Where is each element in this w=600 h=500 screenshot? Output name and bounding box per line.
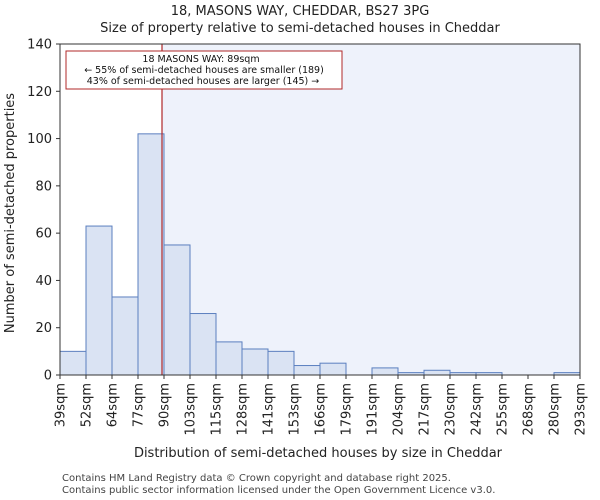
footer-line-1: Contains HM Land Registry data © Crown c… xyxy=(62,473,451,484)
x-tick-label: 191sqm xyxy=(366,383,381,436)
bar-153sqm xyxy=(293,365,321,376)
bar-141sqm xyxy=(267,350,295,376)
x-tick-label: 268sqm xyxy=(522,383,537,436)
y-tick-label: 20 xyxy=(35,321,52,336)
y-axis-label: Number of semi-detached properties xyxy=(3,93,18,333)
x-axis-label: Distribution of semi-detached houses by … xyxy=(134,446,503,461)
annotation-box xyxy=(65,50,343,90)
bar-103sqm xyxy=(189,313,217,376)
x-tick-label: 52sqm xyxy=(80,383,95,427)
bar-series xyxy=(59,133,581,376)
footer-line-2: Contains public sector information licen… xyxy=(62,485,496,496)
x-tick-label: 64sqm xyxy=(106,383,121,427)
x-tick-label: 230sqm xyxy=(444,383,459,436)
x-tick-label: 293sqm xyxy=(574,383,589,436)
marker-annotation: 18 MASONS WAY: 89sqm ← 55% of semi-detac… xyxy=(65,50,343,90)
x-tick-label: 242sqm xyxy=(470,383,485,436)
bar-77sqm xyxy=(137,133,165,376)
annotation-larger: 43% of semi-detached houses are larger (… xyxy=(87,76,320,87)
chart-subtitle: Size of property relative to semi-detach… xyxy=(100,21,500,36)
y-tick-label: 140 xyxy=(27,38,52,53)
x-tick-label: 153sqm xyxy=(288,383,303,436)
y-tick-label: 0 xyxy=(44,369,52,384)
x-tick-label: 179sqm xyxy=(340,383,355,436)
bar-64sqm xyxy=(111,296,139,376)
x-tick-label: 217sqm xyxy=(418,383,433,436)
x-tick-label: 115sqm xyxy=(210,383,225,436)
bar-128sqm xyxy=(241,348,269,376)
bar-39sqm xyxy=(59,350,87,376)
y-tick-label: 120 xyxy=(27,85,52,100)
bar-115sqm xyxy=(215,341,243,376)
x-tick-label: 103sqm xyxy=(184,383,199,436)
x-tick-label: 128sqm xyxy=(236,383,251,436)
bar-166sqm xyxy=(319,362,347,376)
x-axis: 39sqm 52sqm 64sqm 77sqm 90sqm 103sqm 115sqm 128… xyxy=(54,375,589,436)
bar-90sqm xyxy=(163,244,191,376)
x-tick-label: 204sqm xyxy=(392,383,407,436)
y-tick-label: 60 xyxy=(35,227,52,242)
x-tick-label: 39sqm xyxy=(54,383,69,427)
y-tick-label: 80 xyxy=(35,179,52,194)
bar-217sqm xyxy=(423,369,451,376)
y-tick-label: 100 xyxy=(27,132,52,147)
annotation-title: 18 MASONS WAY: 89sqm xyxy=(142,54,259,65)
larger-region-shading xyxy=(162,44,580,375)
y-axis: 0 20 40 60 80 100 120 140 xyxy=(27,38,60,384)
x-tick-label: 90sqm xyxy=(158,383,173,427)
x-tick-label: 280sqm xyxy=(548,383,563,436)
y-tick-label: 40 xyxy=(35,274,52,289)
chart-title: 18, MASONS WAY, CHEDDAR, BS27 3PG xyxy=(170,4,430,19)
annotation-smaller: ← 55% of semi-detached houses are smalle… xyxy=(84,65,324,76)
x-tick-label: 141sqm xyxy=(262,383,277,436)
x-tick-label: 166sqm xyxy=(314,383,329,436)
x-tick-label: 255sqm xyxy=(496,383,511,436)
bar-52sqm xyxy=(85,225,113,376)
bar-191sqm xyxy=(371,367,399,376)
x-tick-label: 77sqm xyxy=(132,383,147,427)
